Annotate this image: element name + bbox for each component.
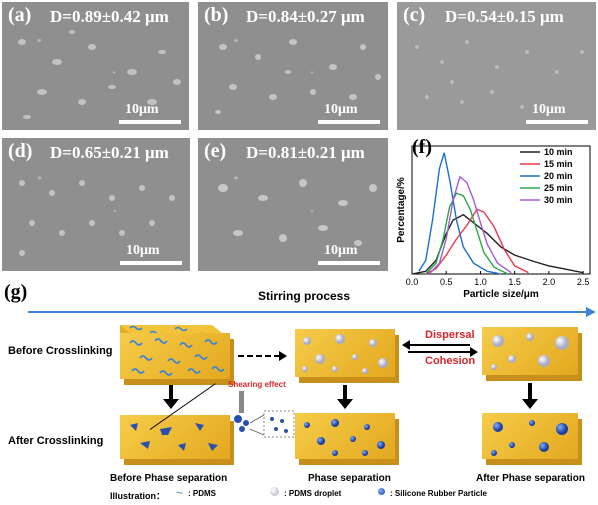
rubber-particles-large [491,420,568,456]
sem-texture [19,180,175,256]
sem-texture [215,39,381,114]
pdms-droplets [302,334,388,374]
cohesion-arrow [408,351,470,353]
scale-bar: 10μm [318,243,380,265]
shearing-inset [234,410,295,438]
legend-label: 25 min [544,183,573,193]
dashed-arrow [238,355,280,357]
dashed-arrow-head [279,351,287,361]
sem-panel-e: (e) D=0.81±0.21 μm 10μm [198,138,388,271]
diameter-label: D=0.89±0.42 μm [50,7,169,26]
dispersal-label: Dispersal [425,329,475,341]
down-arrow-2 [343,385,347,401]
down-arrow-1-head [163,399,179,409]
pdms-droplets-large [491,333,569,370]
sem-panel-c: (c) D=0.54±0.15 μm 10μm [397,2,596,130]
diameter-label: D=0.84±0.27 μm [246,7,365,26]
scale-bar-label: 10μm [126,243,160,258]
scale-bar: 10μm [318,102,380,124]
sem-panel-a: (a) D=0.89±0.42 μm 10μm [2,2,189,130]
pdms-legend-icon: ~ [176,486,184,500]
chart-panel-f: (f) 0.0 0.5 1.0 1.5 2.0 2.5 Particle size/μm Pe… [392,136,598,300]
x-tick-label: 1.0 [474,277,487,287]
legend-label: 10 min [544,147,573,157]
pdms-legend-label: : PDMS [188,489,216,498]
scale-bar: 10μm [120,243,182,265]
scale-bar-label: 10μm [324,102,358,117]
stirring-arrow [28,311,594,313]
rubber-particle-label: : Silicone Rubber Particle [390,489,487,498]
schematic-panel-g: (g) Stirring process Before Crosslinking… [0,281,598,505]
panel-label: (a) [8,4,32,26]
x-tick-label: 1.5 [508,277,521,287]
down-arrow-3 [528,383,532,401]
down-arrow-1 [169,385,173,401]
sem-panel-b: (b) D=0.84±0.27 μm 10μm [198,2,388,130]
block-after-3 [482,413,578,459]
series-line-25-min [425,192,509,275]
x-axis-label: Particle size/μm [463,289,539,300]
scale-bar: 10μm [526,102,588,124]
particle-size-chart: 0.0 0.5 1.0 1.5 2.0 2.5 Particle size/μm Percen… [396,145,591,300]
y-axis-label: Percentage/% [396,177,407,243]
scale-bar-label: 10μm [125,102,159,117]
schematic-drawing [120,325,232,375]
diameter-label: D=0.54±0.15 μm [445,7,564,26]
stirrer-shaft [239,391,244,413]
scale-bar-label: 10μm [532,102,566,117]
scale-bar: 10μm [119,102,181,124]
panel-label: (b) [204,4,229,26]
after-crosslinking-label: After Crosslinking [8,435,104,447]
x-tick-label: 0.0 [406,277,419,287]
pdms-droplet-icon [270,487,279,496]
panel-label: (f) [412,136,432,158]
block-after-2 [295,413,395,459]
cohesion-arrow-head [470,347,478,357]
block-before-2 [295,329,395,377]
diameter-label: D=0.65±0.21 μm [50,143,169,162]
shearing-label: Shearing effect [228,380,286,389]
stage3-label: After Phase separation [476,473,585,484]
legend-label: 20 min [544,171,573,181]
stage2-label: Phase separation [308,473,391,484]
x-tick-label: 0.5 [440,277,453,287]
sem-panel-d: (d) D=0.65±0.21 μm 10μm [2,138,190,271]
panel-label: (c) [403,4,426,26]
series-line-15-min [425,208,529,275]
pdms-chains [129,338,225,376]
rubber-particle-icon [378,488,385,495]
legend-label: 30 min [544,195,573,205]
down-arrow-2-head [337,399,353,409]
cohesion-label: Cohesion [425,355,476,367]
sem-texture [18,30,181,119]
panel-label: (g) [4,281,28,303]
panel-label: (e) [204,140,227,162]
illustration-label: Illustration： [110,491,166,501]
down-arrow-3-head [522,399,538,409]
block-after-1 [120,415,230,459]
x-tick-label: 2.0 [543,277,556,287]
stirring-arrow-head [586,307,596,317]
stage1-label: Before Phase separation [110,473,228,484]
diameter-label: D=0.81±0.21 μm [246,143,365,162]
x-tick-label: 2.5 [577,277,590,287]
panel-label: (d) [8,140,33,162]
series-line-20-min [418,152,502,275]
stirring-label: Stirring process [258,289,351,303]
series-line-30-min [428,175,512,275]
pdms-droplet-label: : PDMS droplet [284,489,342,498]
scale-bar-label: 10μm [324,243,358,258]
legend-label: 15 min [544,159,573,169]
dispersal-arrow-head [402,340,410,350]
before-crosslinking-label: Before Crosslinking [8,345,113,357]
rubber-particles [304,419,385,456]
dispersal-arrow [408,344,470,346]
sem-texture [218,179,377,246]
irregular-particles [130,423,218,451]
sem-texture [415,40,584,109]
